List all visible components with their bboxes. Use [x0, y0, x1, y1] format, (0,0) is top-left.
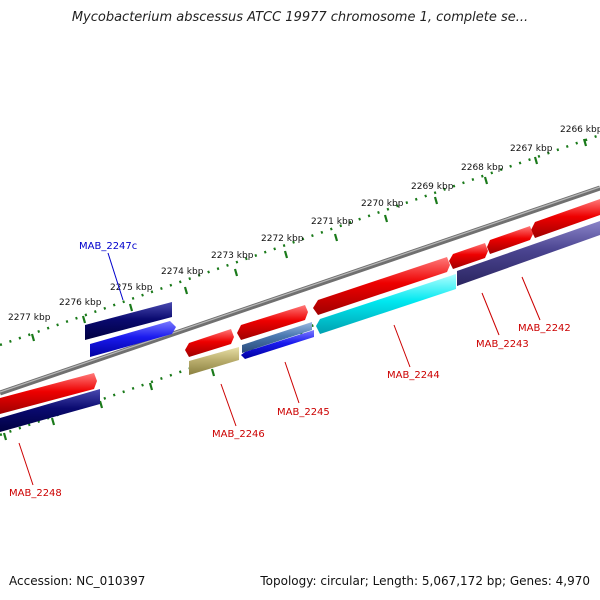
feature-mab-2242[interactable] [531, 199, 600, 238]
feature-mab-2242-rev[interactable] [457, 221, 600, 286]
feature-mab-2244a[interactable] [449, 243, 488, 269]
leader-mab-2248 [18, 442, 34, 486]
gene-label-mab-2247c: MAB_2247c [79, 241, 137, 252]
leader-mab-2245 [284, 361, 300, 404]
leader-mab-2244 [393, 324, 411, 368]
scale-label-2269: 2269 kbp [411, 182, 454, 192]
forward-strand-features[interactable] [0, 199, 600, 414]
gene-label-mab-2243: MAB_2243 [476, 339, 529, 350]
genome-backbone [0, 185, 600, 396]
scale-label-2266: 2266 kbp [560, 125, 600, 135]
feature-mab-2243[interactable] [487, 226, 533, 254]
leader-mab-2242 [521, 276, 541, 321]
feature-mab-2245-steel[interactable] [242, 322, 312, 353]
feature-mab-2246-fwd[interactable] [185, 329, 234, 357]
scale-label-2268: 2268 kbp [461, 163, 504, 173]
reverse-strand-features[interactable] [0, 221, 600, 432]
leader-mab-2247c [107, 252, 124, 301]
scale-label-2275: 2275 kbp [110, 283, 153, 293]
gene-labels: MAB_2247c MAB_2242 MAB_2243 MAB_2244 MAB… [9, 241, 571, 499]
feature-mab-2244-rev[interactable] [316, 274, 456, 334]
scale-label-2273: 2273 kbp [211, 251, 254, 261]
leader-mab-2243 [481, 292, 500, 336]
feature-mab-2245-fwd[interactable] [237, 305, 308, 340]
scale-label-2267: 2267 kbp [510, 144, 553, 154]
scale-label-2276: 2276 kbp [59, 298, 102, 308]
leader-mab-2246 [220, 383, 237, 427]
feature-mab-2244[interactable] [313, 257, 450, 315]
scale-label-2271: 2271 kbp [311, 217, 354, 227]
feature-mab-2247c[interactable] [90, 321, 176, 357]
gene-label-mab-2244: MAB_2244 [387, 370, 440, 381]
genome-summary: Topology: circular; Length: 5,067,172 bp… [260, 574, 590, 588]
label-leader-lines [18, 252, 541, 486]
feature-mab-2248-fwd[interactable] [0, 373, 97, 414]
feature-mab-2247c-outer[interactable] [85, 302, 172, 340]
gene-label-mab-2246: MAB_2246 [212, 429, 265, 440]
gene-label-mab-2242: MAB_2242 [518, 323, 571, 334]
accession-text: Accession: NC_010397 [9, 574, 146, 588]
scale-labels: 2266 kbp 2267 kbp 2268 kbp 2269 kbp 2270… [8, 125, 600, 323]
feature-mab-2245[interactable] [241, 330, 314, 359]
feature-mab-2248[interactable] [0, 389, 100, 432]
scale-label-2270: 2270 kbp [361, 199, 404, 209]
scale-label-2277: 2277 kbp [8, 313, 51, 323]
genome-backbone-highlight [0, 186, 600, 393]
gene-label-mab-2245: MAB_2245 [277, 407, 330, 418]
map-title: Mycobacterium abscessus ATCC 19977 chrom… [71, 10, 529, 25]
scale-label-2272: 2272 kbp [261, 234, 304, 244]
feature-mab-2246[interactable] [189, 347, 239, 375]
gene-label-mab-2248: MAB_2248 [9, 488, 62, 499]
scale-label-2274: 2274 kbp [161, 267, 204, 277]
scale-ticks [30, 138, 588, 342]
